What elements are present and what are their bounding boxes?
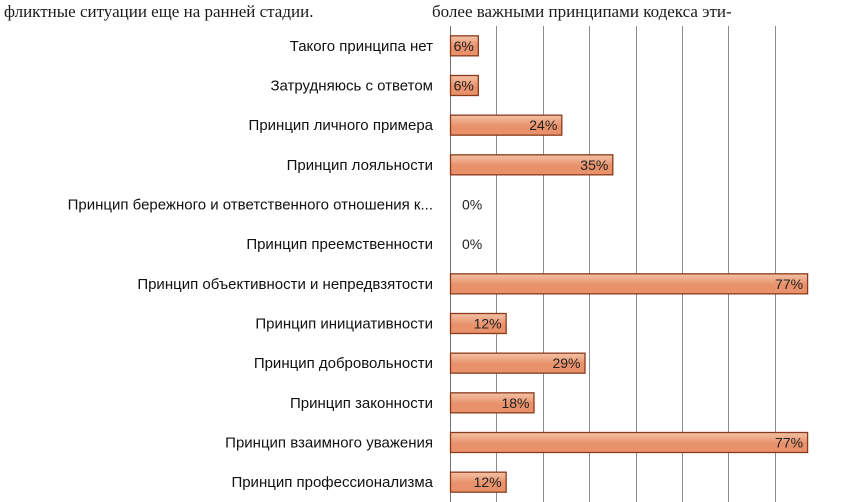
value-label: 6% bbox=[454, 78, 474, 94]
category-label: Принцип личного примера bbox=[249, 117, 434, 134]
category-label: Принцип бережного и ответственного отнош… bbox=[68, 197, 433, 214]
bar bbox=[449, 35, 479, 57]
bar bbox=[449, 74, 479, 97]
bar bbox=[449, 154, 614, 176]
page-text-header: фликтные ситуации еще на ранней стадии. … bbox=[0, 0, 843, 26]
category-label: Принцип профессионализма bbox=[231, 474, 433, 491]
bar bbox=[449, 431, 809, 454]
value-label: 0% bbox=[462, 197, 482, 213]
category-label: Затрудняюсь с ответом bbox=[270, 78, 433, 95]
value-label: 18% bbox=[501, 395, 529, 411]
value-label: 77% bbox=[775, 435, 803, 451]
page-text-left: фликтные ситуации еще на ранней стадии. bbox=[4, 2, 314, 21]
category-label: Принцип взаимного уважения bbox=[225, 435, 433, 452]
category-label: Принцип лояльности bbox=[287, 157, 433, 174]
category-labels: Такого принципа нет Затрудняюсь с ответом… bbox=[68, 38, 434, 491]
value-label: 12% bbox=[474, 474, 502, 490]
value-label: 12% bbox=[474, 316, 502, 332]
category-label: Принцип добровольности bbox=[254, 355, 433, 372]
bars bbox=[449, 35, 809, 493]
value-label: 24% bbox=[529, 117, 557, 133]
category-label: Принцип объективности и непредвзятости bbox=[137, 276, 433, 293]
category-label: Такого принципа нет bbox=[290, 38, 433, 55]
value-label: 6% bbox=[454, 38, 474, 54]
category-label: Принцип инициативности bbox=[255, 316, 433, 333]
value-label: 35% bbox=[580, 157, 608, 173]
bar bbox=[449, 273, 809, 295]
category-label: Принцип законности bbox=[290, 395, 433, 412]
value-labels: 6% 6% 24% 35% 0% 0% 77% 12% 29% 18% 77% 12% bbox=[454, 38, 803, 490]
bar bbox=[449, 312, 507, 335]
bar bbox=[449, 471, 507, 493]
gridlines bbox=[450, 26, 776, 502]
category-label: Принцип преемственности bbox=[246, 236, 433, 253]
bar bbox=[449, 392, 535, 414]
value-label: 77% bbox=[775, 276, 803, 292]
bar bbox=[449, 352, 586, 374]
bar bbox=[449, 114, 563, 136]
value-label: 0% bbox=[462, 236, 482, 252]
page-text-right: более важными принципами кодекса эти- bbox=[432, 2, 732, 21]
value-label: 29% bbox=[552, 355, 580, 371]
